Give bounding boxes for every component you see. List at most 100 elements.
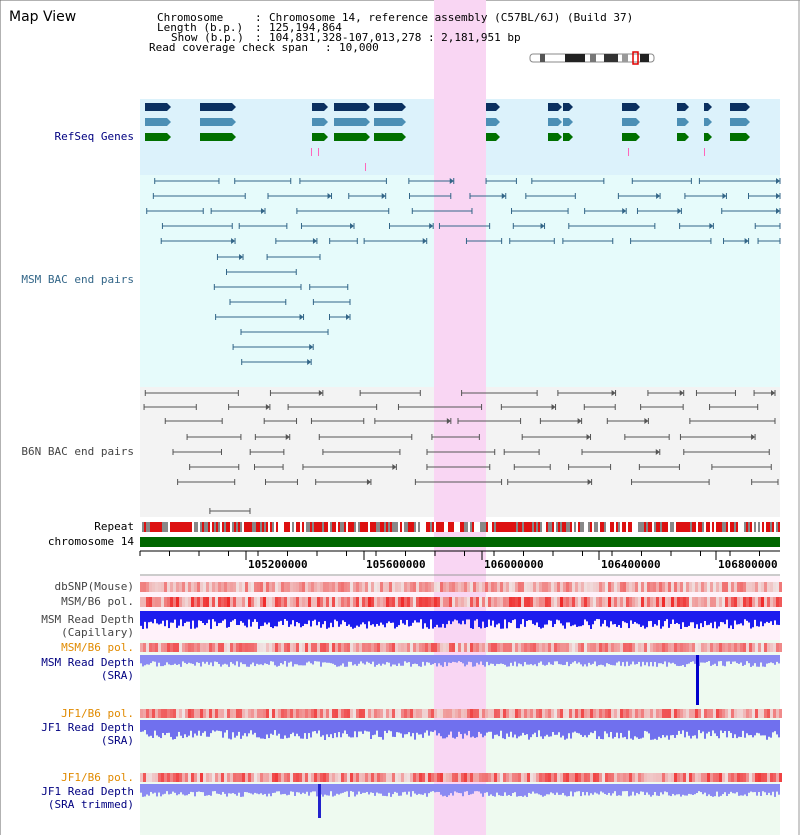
msm-b6-pol-heat [365, 597, 368, 607]
msm-b6-pol-sra-heat [194, 643, 197, 652]
jf1-depth-trim-bar [186, 784, 188, 796]
msm-b6-pol-heat [440, 597, 443, 607]
refseq-gene-arrow [366, 118, 370, 126]
jf1-b6-pol-trim-heat [398, 773, 401, 782]
track-label-refseq[interactable]: RefSeq Genes [54, 130, 134, 143]
jf1-depth-sra-bar [564, 720, 566, 740]
repeat-element [386, 522, 388, 532]
jf1-b6-pol-trim-heat [608, 773, 611, 782]
repeat-element [726, 522, 728, 532]
repeat-element [184, 522, 186, 532]
repeat-element [776, 522, 778, 532]
jf1-depth-trim-bar [656, 784, 658, 796]
jf1-b6-pol-trim-heat [203, 773, 206, 782]
msm-depth-sra-bar [616, 655, 618, 663]
msm-b6-pol-heat [515, 597, 518, 607]
jf1-b6-pol-trim-heat [470, 773, 473, 782]
msm-depth-capillary-bar [774, 611, 776, 621]
msm-depth-capillary-bar [466, 611, 468, 620]
msm-b6-pol-heat [755, 597, 758, 607]
dbsnp-heat [656, 582, 659, 592]
dbsnp-heat [701, 582, 704, 592]
msm-depth-capillary-bar [240, 611, 242, 622]
repeat-element [652, 522, 654, 532]
msm-depth-sra-bar [306, 655, 308, 663]
jf1-b6-pol-trim-heat [155, 773, 158, 782]
jf1-b6-pol-trim-heat [515, 773, 518, 782]
msm-depth-sra-bar [236, 655, 238, 662]
jf1-depth-trim-bar [704, 784, 706, 793]
msm-depth-sra-bar [278, 655, 280, 666]
jf1-b6-pol-heat [572, 709, 575, 718]
refseq-gene-arrow [324, 103, 328, 111]
msm-b6-pol-sra-heat [197, 643, 200, 652]
repeat-element [360, 522, 362, 532]
page-title: Map View [9, 9, 77, 25]
jf1-depth-sra-bar [682, 720, 684, 731]
msm-b6-pol-heat [638, 597, 641, 607]
jf1-b6-pol-trim-heat [680, 773, 683, 782]
repeat-element [300, 522, 302, 532]
msm-b6-pol-sra-heat [665, 643, 668, 652]
jf1-b6-pol-heat [347, 709, 350, 718]
msm-depth-sra-bar [218, 655, 220, 664]
jf1-depth-sra-bar [626, 720, 628, 740]
msm-depth-capillary-bar [704, 611, 706, 621]
jf1-depth-trim-bar [676, 784, 678, 795]
jf1-b6-pol-trim-heat [716, 773, 719, 782]
jf1-b6-pol-heat [590, 709, 593, 718]
b6n-bac-end-pair [577, 418, 582, 424]
msm-b6-pol-sra-heat [521, 643, 524, 652]
msm-depth-capillary-bar [392, 611, 394, 623]
jf1-depth-trim-bar [288, 784, 290, 795]
dbsnp-heat [344, 582, 347, 592]
ruler-tick-label: 105600000 [366, 558, 426, 571]
msm-b6-pol-sra-heat [671, 643, 674, 652]
dbsnp-heat [617, 582, 620, 592]
jf1-depth-sra-bar [196, 720, 198, 736]
repeat-element [706, 522, 708, 532]
jf1-depth-sra-bar [342, 720, 344, 734]
track-label-msm-bac[interactable]: MSM BAC end pairs [21, 273, 134, 286]
msm-b6-pol-sra-heat [167, 643, 170, 652]
jf1-depth-trim-bar [620, 784, 622, 796]
msm-depth-sra-bar [620, 655, 622, 666]
jf1-b6-pol-heat [464, 709, 467, 718]
repeat-element [770, 522, 772, 532]
jf1-depth-trim-bar [512, 784, 514, 794]
msm-depth-capillary-bar [272, 611, 274, 629]
jf1-depth-sra-bar [580, 720, 582, 735]
jf1-b6-pol-heat [488, 709, 491, 718]
jf1-depth-sra-bar [772, 720, 774, 733]
jf1-b6-pol-trim-heat [227, 773, 230, 782]
jf1-depth-trim-bar [420, 784, 422, 795]
msm-b6-pol-sra-heat [452, 643, 455, 652]
msm-bac-end-pair [744, 238, 749, 244]
refseq-gene-arrow [324, 118, 328, 126]
msm-b6-pol-heat [185, 597, 188, 607]
msm-depth-sra-bar [758, 655, 760, 667]
msm-b6-pol-sra-heat [473, 643, 476, 652]
msm-b6-pol-sra-heat [374, 643, 377, 652]
msm-b6-pol-heat [623, 597, 626, 607]
msm-b6-pol-heat [374, 597, 377, 607]
dbsnp-heat [626, 582, 629, 592]
jf1-depth-trim-bar [240, 784, 242, 797]
msm-depth-capillary-bar [516, 611, 518, 629]
repeat-element [678, 522, 680, 532]
jf1-b6-pol-heat [446, 709, 449, 718]
msm-depth-capillary-bar [512, 611, 514, 621]
jf1-depth-sra-bar [524, 720, 526, 736]
msm-b6-pol-sra-heat [737, 643, 740, 652]
jf1-b6-pol-heat [212, 709, 215, 718]
msm-b6-pol-sra-heat [425, 643, 428, 652]
jf1-depth-trim-bar [146, 784, 148, 795]
track-label-b6n-bac[interactable]: B6N BAC end pairs [21, 445, 134, 458]
jf1-b6-pol-trim-heat [248, 773, 251, 782]
dbsnp-heat [488, 582, 491, 592]
msm-depth-capillary-bar [312, 611, 314, 621]
repeat-element [664, 522, 666, 532]
msm-depth-capillary-bar [412, 611, 414, 623]
msm-depth-capillary-bar [258, 611, 260, 629]
